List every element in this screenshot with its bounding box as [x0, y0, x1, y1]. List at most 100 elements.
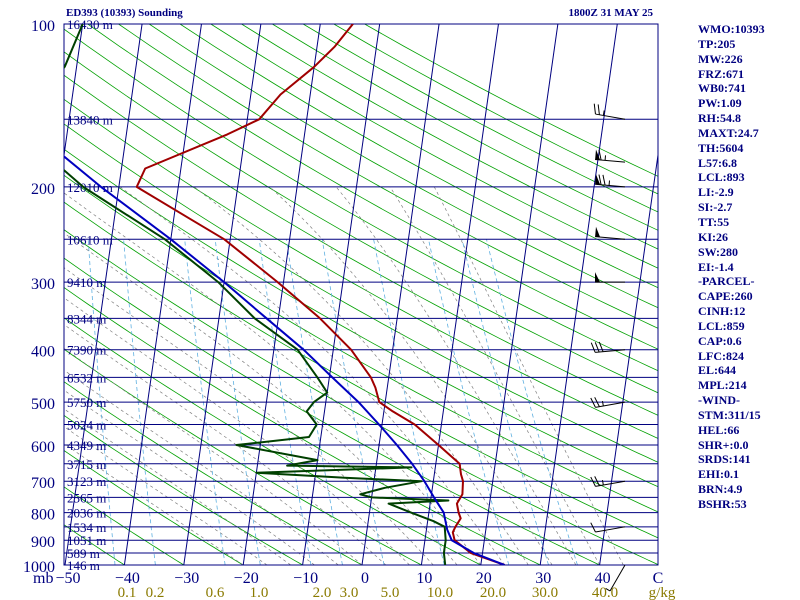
index-item: MPL:214: [698, 378, 747, 393]
index-item: STM:311/15: [698, 407, 761, 422]
isotherm: [64, 24, 84, 159]
isotherm: [420, 24, 499, 565]
pressure-tick-label: 1000: [23, 559, 55, 576]
temperature-tick-label: −10: [293, 570, 318, 587]
height-label: 4349 m: [67, 438, 106, 453]
mixing-ratio-line: [486, 239, 578, 565]
grid-layer: [64, 24, 658, 565]
height-label: 8344 m: [67, 311, 106, 326]
dry-adiabat: [87, 24, 658, 350]
isotherm: [599, 151, 658, 565]
index-item: EI:-1.4: [698, 259, 734, 274]
wind-barb: [595, 174, 626, 188]
temperature-tick-label: 0: [361, 570, 369, 587]
index-item: BSHR:53: [698, 497, 747, 511]
height-label: 5024 m: [67, 418, 106, 433]
wind-barb: [593, 103, 626, 120]
mixing-ratio-label: g/kg: [649, 585, 676, 600]
height-label: 3715 m: [67, 457, 106, 472]
height-label: 10610 m: [67, 232, 113, 247]
pressure-tick-label: 300: [31, 276, 55, 293]
index-item: L57:6.8: [698, 155, 737, 170]
sounding-time: 1800Z 31 MAY 25: [569, 7, 654, 19]
moist-adiabat: [64, 443, 244, 565]
index-item: TH:5604: [698, 140, 744, 155]
moist-adiabat: [64, 389, 315, 565]
height-label: 1534 m: [67, 520, 106, 535]
dry-adiabat: [64, 123, 658, 463]
index-item: SI:-2.7: [698, 200, 733, 215]
mixing-ratio-label: 3.0: [340, 585, 359, 600]
dry-adiabat: [64, 51, 658, 394]
index-item: CAPE:260: [698, 289, 753, 304]
indices-panel: WMO:10393 TP:205 MW:226 FRZ:671 WB0:741 PW:1.…: [698, 22, 798, 512]
index-item: SRDS:141: [698, 452, 751, 467]
index-item: MAXT:24.7: [698, 125, 759, 140]
temperature-tick-label: 20: [476, 570, 492, 587]
index-item: LI:-2.9: [698, 185, 734, 200]
height-label: 7390 m: [67, 343, 106, 358]
temperature-tick-label: −50: [55, 570, 80, 587]
wind-barb: [595, 149, 626, 163]
isotherm: [539, 24, 618, 565]
height-label: 2565 m: [67, 490, 106, 505]
mixing-ratio-line: [321, 239, 385, 565]
index-item: LCL:893: [698, 170, 745, 185]
traces-layer: [64, 24, 505, 565]
isotherm: [183, 24, 262, 565]
dry-adiabat: [64, 98, 658, 439]
mixing-ratio-line: [214, 239, 261, 565]
index-item: EHI:0.1: [698, 467, 740, 482]
temperature-tick-label: 30: [535, 570, 551, 587]
mixing-ratio-label: 40.0: [592, 585, 618, 600]
height-label: 5750 m: [67, 395, 106, 410]
isotherm: [480, 24, 559, 565]
moist-adiabat: [64, 267, 434, 565]
index-item: RH:54.8: [698, 111, 741, 126]
pressure-tick-label: 600: [31, 439, 55, 456]
index-item: BRN:4.9: [698, 482, 743, 497]
mixing-ratio-label: 0.2: [146, 585, 165, 600]
height-label: 589 m: [67, 546, 100, 561]
index-item: LFC:824: [698, 348, 744, 363]
dewpoint-trace: [64, 24, 450, 565]
dry-adiabat: [64, 74, 658, 416]
pressure-tick-label: 500: [31, 396, 55, 413]
pressure-tick-label: 400: [31, 344, 55, 361]
index-item: TP:205: [698, 36, 736, 51]
wind-barb: [590, 397, 626, 408]
index-item: KI:26: [698, 229, 728, 244]
height-label: 13840 m: [67, 112, 113, 127]
plot-frame: [63, 23, 659, 566]
mixing-ratio-label: 5.0: [381, 585, 400, 600]
index-item: WMO:10393: [698, 22, 765, 36]
moist-adiabat: [64, 192, 482, 565]
height-label: 9410 m: [67, 275, 106, 290]
wind-barb: [605, 564, 626, 592]
isotherm: [242, 24, 321, 565]
temperature-tick-label: −20: [234, 570, 259, 587]
pressure-tick-label: 700: [31, 475, 55, 492]
mixing-ratio-label: 30.0: [532, 585, 558, 600]
dry-adiabat: [64, 28, 658, 372]
isotherm: [64, 24, 143, 565]
mixing-ratio-line: [123, 239, 156, 565]
height-label: 6532 m: [67, 370, 106, 385]
index-item: EL:644: [698, 363, 737, 378]
index-item: MW:226: [698, 51, 743, 66]
index-item: CAP:0.6: [698, 333, 742, 348]
height-label: 16430 m: [67, 17, 113, 32]
temperature-tick-label: 40: [595, 570, 611, 587]
moist-adiabat: [269, 186, 553, 565]
index-item: FRZ:671: [698, 66, 744, 81]
temperature-tick-label: −30: [174, 570, 199, 587]
mixing-ratio-line: [461, 239, 549, 565]
mixing-ratio-label: 20.0: [480, 585, 506, 600]
temperature-trace: [135, 24, 505, 565]
height-label: 146 m: [67, 558, 100, 573]
moist-adiabat: [64, 324, 387, 565]
isotherm: [123, 24, 202, 565]
moist-adiabat: [64, 369, 339, 565]
temperature-tick-label: C: [653, 570, 664, 587]
height-label: 1051 m: [67, 533, 106, 548]
